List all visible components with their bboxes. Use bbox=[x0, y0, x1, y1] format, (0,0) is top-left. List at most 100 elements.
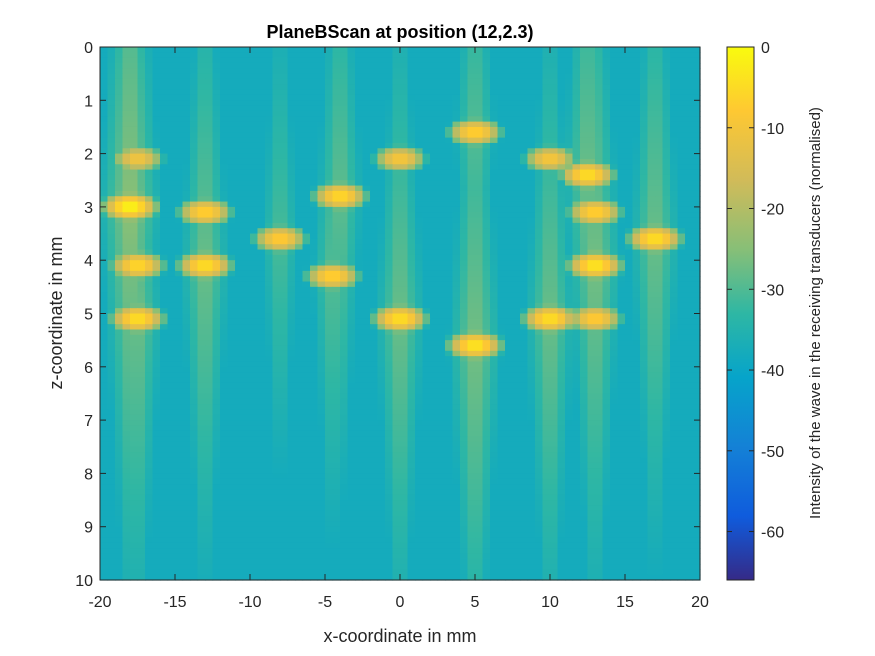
heatmap-cell bbox=[242, 153, 251, 160]
heatmap-cell bbox=[212, 110, 221, 117]
heatmap-cell bbox=[137, 185, 146, 192]
heatmap-cell bbox=[205, 286, 214, 293]
heatmap-cell bbox=[692, 222, 701, 229]
heatmap-cell bbox=[640, 345, 649, 352]
heatmap-cell bbox=[655, 265, 664, 272]
heatmap-cell bbox=[542, 78, 551, 85]
heatmap-cell bbox=[557, 361, 566, 368]
heatmap-cell bbox=[122, 73, 131, 80]
heatmap-cell bbox=[640, 308, 649, 315]
heatmap-cell bbox=[377, 158, 386, 165]
heatmap-cell bbox=[220, 78, 229, 85]
heatmap-cell bbox=[467, 121, 476, 128]
heatmap-cell bbox=[512, 126, 521, 133]
heatmap-cell bbox=[385, 260, 394, 267]
heatmap-cell bbox=[677, 158, 686, 165]
heatmap-cell bbox=[670, 233, 679, 240]
heatmap-cell bbox=[617, 137, 626, 144]
heatmap-cell bbox=[670, 313, 679, 320]
heatmap-cell bbox=[535, 62, 544, 69]
heatmap-cell bbox=[325, 308, 334, 315]
heatmap-cell bbox=[257, 366, 266, 373]
heatmap-cell bbox=[580, 132, 589, 139]
heatmap-cell bbox=[617, 276, 626, 283]
heatmap-cell bbox=[662, 302, 671, 309]
heatmap-cell bbox=[407, 47, 416, 53]
heatmap-cell bbox=[497, 126, 506, 133]
heatmap-cell bbox=[137, 132, 146, 139]
heatmap-cell bbox=[497, 169, 506, 176]
heatmap-cell bbox=[355, 281, 364, 288]
heatmap-cell bbox=[640, 340, 649, 347]
heatmap-cell bbox=[685, 121, 694, 128]
heatmap-cell bbox=[610, 281, 619, 288]
heatmap-cell bbox=[527, 265, 536, 272]
heatmap-cell bbox=[610, 270, 619, 277]
heatmap-cell bbox=[295, 148, 304, 155]
heatmap-cell bbox=[490, 94, 499, 101]
heatmap-cell bbox=[550, 329, 559, 336]
heatmap-cell bbox=[482, 345, 491, 352]
heatmap-cell bbox=[422, 73, 431, 80]
heatmap-cell bbox=[205, 260, 214, 267]
heatmap-cell bbox=[422, 158, 431, 165]
heatmap-cell bbox=[212, 244, 221, 251]
heatmap-cell bbox=[317, 174, 326, 181]
heatmap-cell bbox=[497, 292, 506, 299]
heatmap-cell bbox=[460, 302, 469, 309]
heatmap-cell bbox=[317, 142, 326, 149]
heatmap-cell bbox=[610, 249, 619, 256]
heatmap-cell bbox=[355, 185, 364, 192]
heatmap-cell bbox=[602, 158, 611, 165]
heatmap-cell bbox=[107, 249, 116, 256]
heatmap-cell bbox=[220, 84, 229, 91]
heatmap-image bbox=[100, 47, 701, 581]
heatmap-cell bbox=[370, 89, 379, 96]
heatmap-cell bbox=[617, 185, 626, 192]
heatmap-cell bbox=[505, 148, 514, 155]
heatmap-cell bbox=[347, 68, 356, 75]
heatmap-cell bbox=[475, 180, 484, 187]
heatmap-cell bbox=[497, 270, 506, 277]
heatmap-cell bbox=[625, 47, 634, 53]
heatmap-cell bbox=[475, 302, 484, 309]
heatmap-cell bbox=[445, 286, 454, 293]
heatmap-cell bbox=[175, 57, 184, 64]
heatmap-cell bbox=[505, 222, 514, 229]
heatmap-cell bbox=[392, 121, 401, 128]
heatmap-cell bbox=[535, 318, 544, 325]
heatmap-cell bbox=[445, 228, 454, 235]
heatmap-cell bbox=[400, 57, 409, 64]
heatmap-cell bbox=[400, 265, 409, 272]
heatmap-cell bbox=[617, 318, 626, 325]
heatmap-cell bbox=[122, 281, 131, 288]
heatmap-cell bbox=[227, 313, 236, 320]
heatmap-cell bbox=[655, 292, 664, 299]
heatmap-cell bbox=[257, 100, 266, 107]
heatmap-cell bbox=[205, 281, 214, 288]
heatmap-cell bbox=[137, 292, 146, 299]
heatmap-cell bbox=[550, 52, 559, 59]
heatmap-cell bbox=[400, 281, 409, 288]
heatmap-cell bbox=[475, 228, 484, 235]
heatmap-cell bbox=[445, 78, 454, 85]
heatmap-cell bbox=[580, 174, 589, 181]
heatmap-cell bbox=[647, 116, 656, 123]
heatmap-cell bbox=[385, 78, 394, 85]
heatmap-cell bbox=[677, 126, 686, 133]
heatmap-cell bbox=[497, 84, 506, 91]
heatmap-cell bbox=[310, 190, 319, 197]
heatmap-cell bbox=[460, 276, 469, 283]
heatmap-cell bbox=[407, 180, 416, 187]
heatmap-cell bbox=[362, 340, 371, 347]
heatmap-cell bbox=[632, 345, 641, 352]
heatmap-cell bbox=[437, 297, 446, 304]
heatmap-cell bbox=[490, 254, 499, 261]
heatmap-cell bbox=[250, 340, 259, 347]
heatmap-cell bbox=[175, 244, 184, 251]
heatmap-cell bbox=[452, 206, 461, 213]
heatmap-cell bbox=[535, 110, 544, 117]
heatmap-cell bbox=[167, 132, 176, 139]
heatmap-cell bbox=[242, 169, 251, 176]
heatmap-cell bbox=[115, 217, 124, 224]
